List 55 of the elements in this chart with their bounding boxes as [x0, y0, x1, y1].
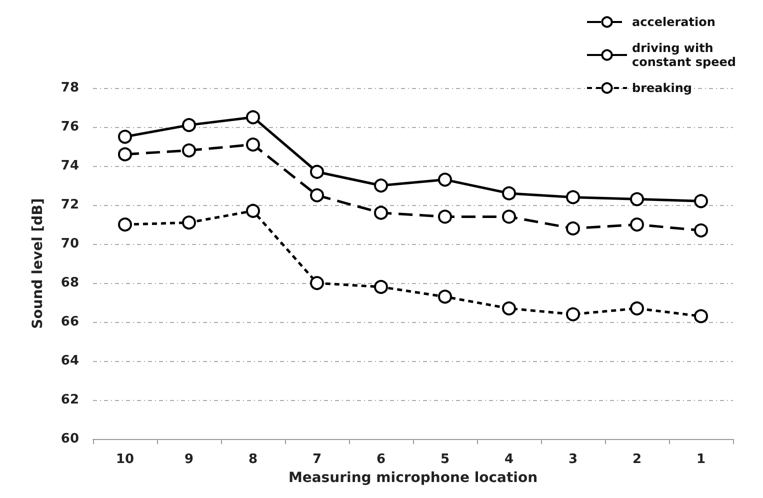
point	[182, 216, 196, 230]
point	[118, 147, 132, 162]
point	[374, 178, 388, 193]
y-tick-label: 76	[60, 120, 79, 135]
point	[502, 210, 516, 224]
point	[630, 192, 644, 206]
x-tick-label: 2	[632, 452, 642, 468]
legend-label: breaking	[632, 81, 692, 95]
point	[566, 307, 580, 322]
y-tick-label: 60	[60, 432, 79, 447]
y-tick-label: 64	[60, 354, 79, 369]
point	[502, 186, 516, 200]
point	[694, 194, 708, 208]
point	[566, 221, 580, 236]
legend-label: driving with constant speed	[632, 41, 736, 69]
y-tick-label: 68	[60, 276, 79, 291]
point	[246, 110, 260, 124]
x-axis-title: Measuring microphone location	[288, 470, 538, 486]
y-tick-label: 62	[60, 392, 79, 408]
y-axis-title: Sound level [dB]	[30, 198, 46, 329]
x-tick-label: 1	[696, 452, 706, 468]
point	[630, 218, 644, 232]
x-tick-label: 10	[116, 452, 134, 468]
point	[694, 309, 708, 324]
x-tick-label: 5	[440, 452, 450, 468]
point	[374, 280, 388, 294]
y-tick-label: 66	[60, 314, 79, 330]
point	[118, 130, 132, 144]
point	[310, 276, 324, 290]
x-tick-label: 6	[376, 452, 386, 468]
y-tick-label: 70	[60, 236, 79, 252]
point	[310, 188, 324, 202]
point	[182, 118, 196, 132]
point	[246, 204, 260, 218]
x-tick-label: 4	[504, 452, 514, 468]
x-tick-label: 3	[568, 452, 578, 468]
point	[438, 210, 452, 224]
x-tick-label: 9	[184, 452, 194, 468]
legend-label: acceleration	[632, 15, 716, 29]
point	[438, 290, 452, 304]
point	[694, 223, 708, 238]
point	[310, 164, 324, 179]
point	[438, 172, 452, 187]
x-tick-label: 7	[312, 452, 322, 468]
y-tick-label: 72	[60, 198, 79, 213]
point	[118, 218, 132, 232]
x-tick-label: 8	[248, 452, 258, 468]
y-tick-label: 78	[60, 80, 79, 96]
point	[182, 143, 196, 158]
point	[374, 206, 388, 220]
point	[566, 190, 580, 204]
point	[246, 138, 260, 152]
point	[630, 301, 644, 316]
y-tick-label: 74	[60, 158, 79, 174]
point	[502, 301, 516, 316]
